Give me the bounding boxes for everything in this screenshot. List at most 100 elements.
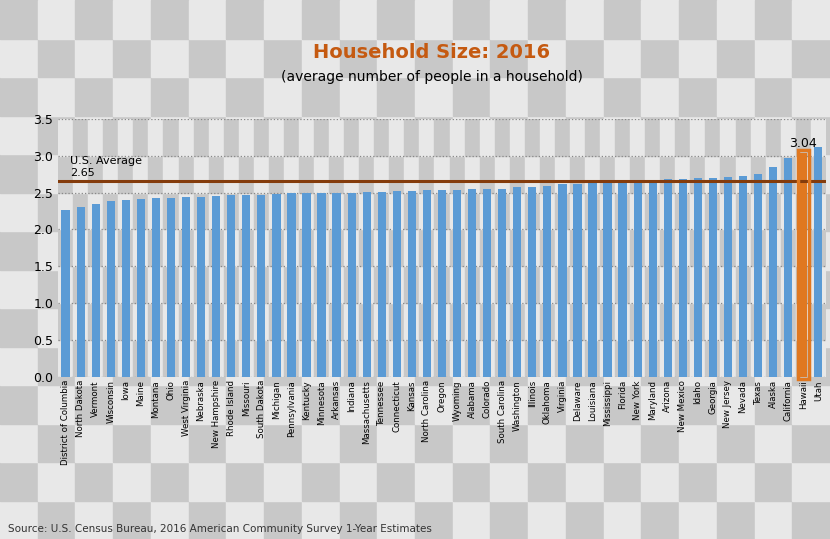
Bar [543, 186, 551, 377]
Bar [510, 192, 525, 230]
Bar [374, 340, 389, 377]
Bar [525, 119, 540, 156]
Bar [344, 192, 359, 230]
Bar [750, 303, 765, 340]
Bar [642, 462, 679, 501]
Bar [754, 424, 793, 462]
Bar [679, 38, 717, 77]
Bar [284, 303, 299, 340]
Bar [178, 156, 193, 192]
Bar [188, 424, 227, 462]
Bar [450, 119, 465, 156]
Bar [113, 424, 151, 462]
Bar [37, 77, 76, 115]
Bar [119, 119, 134, 156]
Bar [811, 230, 826, 266]
Bar [103, 266, 119, 303]
Bar [119, 303, 134, 340]
Bar [287, 194, 295, 377]
Bar [224, 119, 239, 156]
Bar [284, 266, 299, 303]
Bar [76, 424, 113, 462]
Bar [419, 192, 434, 230]
Bar [645, 340, 660, 377]
Bar [585, 340, 600, 377]
Bar [750, 266, 765, 303]
Bar [648, 180, 657, 377]
Bar [434, 192, 450, 230]
Bar [119, 340, 134, 377]
Bar [600, 303, 615, 340]
Bar [208, 340, 224, 377]
Bar [404, 156, 419, 192]
Bar [574, 184, 582, 377]
Bar [264, 347, 302, 385]
Bar [314, 266, 329, 303]
Bar [419, 340, 434, 377]
Bar [113, 154, 151, 192]
Bar [76, 77, 113, 115]
Bar [570, 266, 585, 303]
Bar [600, 230, 615, 266]
Bar [269, 340, 284, 377]
Bar [302, 77, 339, 115]
Bar [178, 230, 193, 266]
Bar [103, 230, 119, 266]
Bar [302, 194, 310, 377]
Bar [113, 38, 151, 77]
Bar [0, 424, 37, 462]
Bar [491, 231, 528, 270]
Bar [227, 424, 264, 462]
Bar [540, 266, 555, 303]
Bar [679, 179, 687, 377]
Bar [465, 303, 480, 340]
Bar [750, 119, 765, 156]
Bar [269, 156, 284, 192]
Bar [525, 303, 540, 340]
Bar [76, 501, 113, 539]
Bar [415, 192, 452, 231]
Bar [603, 231, 642, 270]
Bar [239, 230, 254, 266]
Bar [378, 462, 415, 501]
Bar [37, 270, 76, 308]
Bar [339, 308, 378, 347]
Bar [134, 266, 149, 303]
Bar [344, 230, 359, 266]
Bar [61, 210, 70, 377]
Bar [415, 462, 452, 501]
Bar [555, 340, 570, 377]
Bar [660, 230, 676, 266]
Bar [750, 156, 765, 192]
Bar [566, 462, 603, 501]
Bar [113, 77, 151, 115]
Bar [720, 230, 735, 266]
Bar [528, 308, 566, 347]
Bar [378, 77, 415, 115]
Bar [415, 424, 452, 462]
Bar [603, 270, 642, 308]
Bar [750, 192, 765, 230]
Bar [193, 303, 208, 340]
Bar [645, 230, 660, 266]
Bar [37, 308, 76, 347]
Bar [37, 501, 76, 539]
Bar [706, 156, 720, 192]
Bar [796, 156, 811, 192]
Bar [106, 202, 115, 377]
Bar [227, 77, 264, 115]
Bar [0, 270, 37, 308]
Bar [348, 192, 356, 377]
Bar [528, 347, 566, 385]
Bar [717, 38, 754, 77]
Bar [151, 154, 188, 192]
Bar [765, 192, 781, 230]
Bar [691, 192, 706, 230]
Bar [615, 119, 630, 156]
Bar [227, 38, 264, 77]
Bar [264, 424, 302, 462]
Bar [491, 77, 528, 115]
Bar [528, 270, 566, 308]
Bar [630, 340, 645, 377]
Bar [227, 196, 236, 377]
